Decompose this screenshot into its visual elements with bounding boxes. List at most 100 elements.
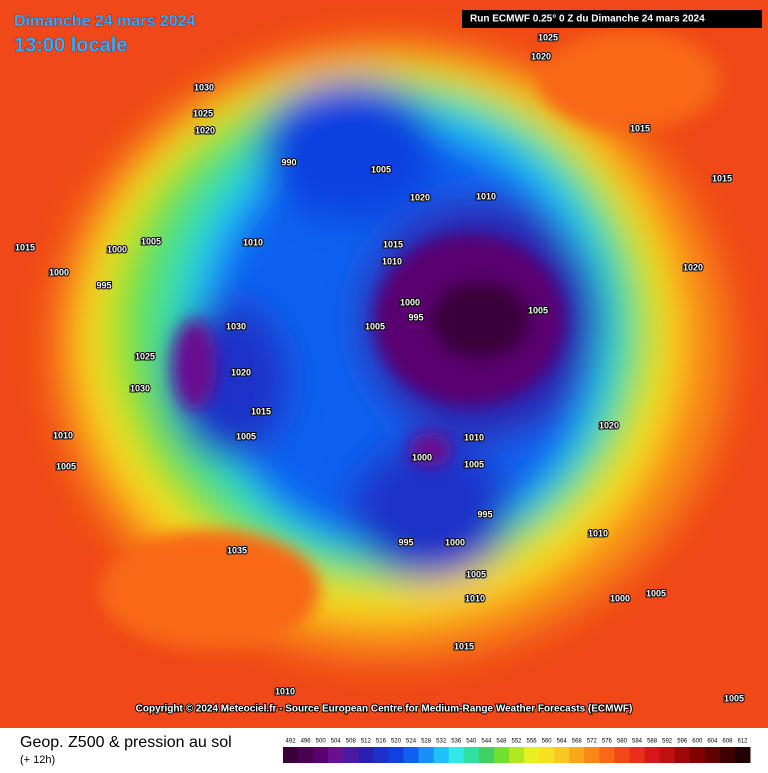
isobar-label: 1005 — [646, 588, 666, 598]
isobar-label: 1005 — [466, 569, 486, 579]
colorbar-label: 612 — [737, 739, 748, 745]
isobar-label: 1015 — [251, 406, 271, 416]
colorbar-swatch — [629, 747, 646, 763]
isobar-label: 1025 — [135, 351, 155, 361]
colorbar-swatch — [644, 747, 661, 763]
isobar-label: 1000 — [400, 297, 420, 307]
isobar-label: 1005 — [724, 693, 744, 703]
map-field — [0, 0, 768, 728]
isobar-label: 1010 — [588, 528, 608, 538]
isobar-label: 1020 — [531, 51, 551, 61]
isobar-label: 1000 — [610, 593, 630, 603]
colorbar-label: 552 — [511, 739, 522, 745]
colorbar-swatch — [599, 747, 615, 763]
colorbar-swatch — [478, 747, 495, 763]
colorbar-swatch — [674, 747, 691, 763]
run-info: Run ECMWF 0.25° 0 Z du Dimanche 24 mars … — [470, 14, 705, 25]
colorbar-label: 532 — [436, 739, 447, 745]
colorbar-label: 536 — [451, 739, 462, 745]
isobar-label: 1000 — [107, 244, 127, 254]
colorbar-label: 524 — [406, 739, 417, 745]
colorbar-swatch — [524, 747, 540, 763]
colorbar-swatch — [689, 747, 706, 763]
isobar-label: 1015 — [630, 123, 650, 133]
isobar-label: 1020 — [683, 262, 703, 272]
colorbar-swatch — [448, 747, 465, 763]
colorbar-swatch — [283, 747, 299, 763]
colorbar-label: 584 — [632, 739, 643, 745]
colorbar-swatch — [554, 747, 570, 763]
copyright: Copyright © 2024 Meteociel.fr - Source E… — [136, 704, 633, 715]
colorbar-label: 564 — [557, 739, 568, 745]
isobar-label: 1020 — [599, 420, 619, 430]
colorbar-label: 496 — [301, 739, 312, 745]
colorbar-label: 596 — [677, 739, 688, 745]
colorbar-label: 516 — [376, 739, 387, 745]
isobar-label: 1020 — [231, 367, 251, 377]
colorbar-swatch — [659, 747, 676, 763]
colorbar-swatch — [403, 747, 420, 763]
isobar-label: 1005 — [56, 461, 76, 471]
colorbar-label: 492 — [286, 739, 297, 745]
colorbar-label: 592 — [662, 739, 673, 745]
isobar-label: 1010 — [476, 191, 496, 201]
footer-lead: (+ 12h) — [20, 754, 55, 766]
isobar-label: 1005 — [464, 459, 484, 469]
isobar-label: 1005 — [236, 431, 256, 441]
isobar-label: 1015 — [454, 641, 474, 651]
isobar-label: 1010 — [243, 237, 263, 247]
isobar-label: 995 — [477, 509, 492, 519]
colorbar-swatch — [614, 747, 630, 763]
colorbar-swatch — [719, 747, 736, 763]
colorbar-swatch — [704, 747, 721, 763]
isobar-label: 1020 — [410, 192, 430, 202]
colorbar-swatch — [328, 747, 344, 763]
isobar-labels: 1025 1020 1030 1025 1020 1015 990 1005 1010 1020 1… — [14, 31, 745, 704]
run-box — [462, 10, 762, 28]
colorbar-label: 608 — [722, 739, 733, 745]
isobar-label: 1005 — [141, 236, 161, 246]
colorbar-label: 600 — [692, 739, 703, 745]
isobar-label: 1030 — [226, 321, 246, 331]
colorbar-swatch — [388, 747, 405, 763]
isobar-label: 1015 — [383, 239, 403, 249]
colorbar-swatch — [418, 747, 435, 763]
colorbar-swatch — [463, 747, 480, 763]
time: 13:00 locale — [14, 34, 127, 56]
colorbar-swatch — [433, 747, 450, 763]
isobar-label: 1010 — [464, 432, 484, 442]
colorbar-label: 508 — [346, 739, 357, 745]
colorbar-swatch — [298, 747, 314, 763]
isobar-label: 1005 — [528, 305, 548, 315]
colorbar-label: 540 — [466, 739, 477, 745]
isobar-label: 1020 — [195, 125, 215, 135]
colorbar-label: 568 — [572, 739, 583, 745]
isobar-label: 990 — [281, 157, 296, 167]
colorbar-label: 504 — [331, 739, 342, 745]
colorbar-label: 572 — [587, 739, 598, 745]
isobar-label: 995 — [96, 280, 111, 290]
isobar-label: 995 — [408, 312, 423, 322]
isobar-label: 995 — [398, 537, 413, 547]
colorbar-label: 588 — [647, 739, 658, 745]
isobar-label: 1010 — [53, 430, 73, 440]
colorbar-swatch — [313, 747, 329, 763]
colorbar-swatch — [358, 747, 374, 763]
colorbar-label: 520 — [391, 739, 402, 745]
isobar-label: 1000 — [49, 267, 69, 277]
isobar-label: 1000 — [445, 537, 465, 547]
colorbar-label: 500 — [316, 739, 327, 745]
isobar-label: 1005 — [371, 164, 391, 174]
colorbar-label: 580 — [617, 739, 628, 745]
isobar-label: 1010 — [465, 593, 485, 603]
colorbar-label: 556 — [527, 739, 538, 745]
colorbar-label: 604 — [707, 739, 718, 745]
colorbar-label: 560 — [542, 739, 553, 745]
colorbar-swatch — [373, 747, 389, 763]
isobar-label: 1000 — [412, 452, 432, 462]
date: Dimanche 24 mars 2024 — [14, 13, 196, 30]
colorbar-swatch — [539, 747, 555, 763]
isobar-label: 1030 — [130, 383, 150, 393]
colorbar-swatch — [493, 747, 510, 763]
